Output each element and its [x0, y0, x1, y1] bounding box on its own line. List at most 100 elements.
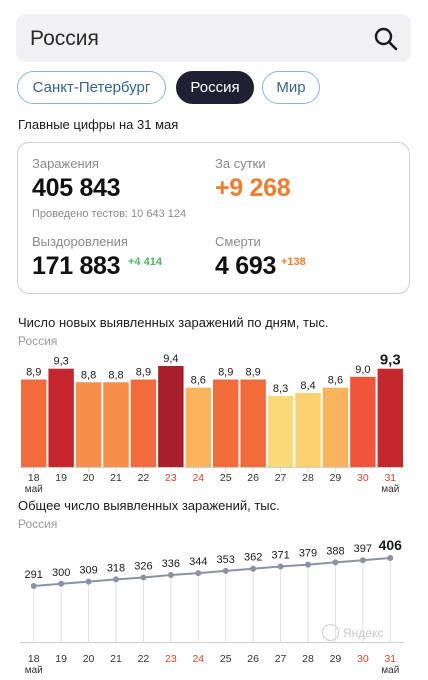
total-point-22 — [140, 574, 147, 581]
total-x-label-19: 19 — [55, 653, 67, 665]
total-point-label-25: 353 — [217, 554, 235, 566]
daily-bar-chart: 8,918май9,3198,8208,8218,9229,4238,6248,… — [20, 352, 404, 495]
daily-x-label-20: 20 — [83, 472, 95, 484]
daily-x-label-28: 28 — [302, 472, 314, 484]
daily-bar-21 — [103, 382, 129, 467]
daily-bar-label-26: 8,9 — [245, 367, 260, 379]
daily-bar-label-19: 9,3 — [53, 356, 68, 368]
total-point-30 — [359, 557, 366, 564]
daily-bar-28 — [295, 393, 321, 467]
daily-bar-19 — [48, 368, 74, 467]
total-x-label-27: 27 — [275, 653, 287, 665]
total-point-label-23: 336 — [162, 558, 180, 570]
total-chart-subtitle: Россия — [18, 517, 58, 531]
daily-x-label-31: 31 — [384, 472, 396, 484]
total-point-23 — [167, 572, 174, 579]
daily-bar-20 — [75, 382, 102, 467]
total-point-label-18: 291 — [25, 569, 43, 581]
total-x-label-18: 18 — [28, 653, 40, 665]
yandex-logo-icon — [322, 624, 339, 641]
total-point-20 — [85, 578, 92, 585]
infected-value: 405 843 — [32, 174, 121, 202]
total-x-label-29: 29 — [330, 653, 342, 665]
daily-x-label-27: 27 — [275, 472, 287, 484]
daily-bar-24 — [185, 387, 211, 467]
summary-title: Главные цифры на 31 мая — [18, 117, 179, 132]
daily-bar-30 — [350, 376, 376, 467]
total-point-28 — [305, 561, 311, 568]
total-x-label-25: 25 — [220, 653, 232, 665]
total-point-29 — [332, 559, 339, 566]
daily-bar-label-21: 8,8 — [108, 369, 123, 381]
recovered-label: Выздоровления — [32, 234, 128, 249]
daily-bar-label-20: 8,8 — [81, 369, 96, 381]
total-x-label-31: 31 — [384, 653, 396, 665]
tab-world[interactable]: Мир — [262, 71, 320, 104]
daily-x-label-30: 30 — [357, 472, 369, 484]
tab-saint-petersburg[interactable]: Санкт-Петербург — [17, 71, 166, 104]
daily-bar-label-25: 8,9 — [218, 367, 233, 379]
search-icon[interactable] — [373, 26, 399, 52]
total-x-month-31: май — [381, 665, 399, 676]
total-x-label-23: 23 — [165, 653, 177, 665]
daily-bar-23 — [158, 366, 184, 467]
total-point-label-29: 388 — [326, 545, 344, 557]
daily-chart-title: Число новых выявленных заражений по дням… — [18, 315, 329, 330]
daily-x-label-29: 29 — [330, 472, 342, 484]
daily-bar-18 — [21, 379, 47, 467]
daily-bar-label-30: 9,0 — [355, 364, 370, 376]
daily-bar-label-28: 8,4 — [300, 380, 315, 392]
recovered-delta: +4 414 — [128, 256, 162, 268]
deaths-value: 4 693 — [215, 252, 277, 280]
total-point-label-21: 318 — [107, 562, 125, 574]
daily-x-month-18: май — [25, 484, 43, 495]
tab-russia[interactable]: Россия — [176, 71, 254, 104]
total-x-label-24: 24 — [192, 653, 204, 665]
daily-x-label-21: 21 — [110, 472, 122, 484]
search-input[interactable]: Россия — [30, 27, 99, 50]
daily-bar-31 — [377, 368, 403, 467]
daily-bar-26 — [240, 379, 266, 467]
total-point-label-28: 379 — [299, 548, 317, 560]
total-point-27 — [277, 563, 284, 570]
daily-x-label-23: 23 — [165, 472, 177, 484]
total-point-label-30: 397 — [354, 543, 372, 555]
daily-x-label-25: 25 — [220, 472, 232, 484]
daily-bar-label-18: 8,9 — [26, 367, 41, 379]
total-point-18 — [30, 583, 37, 589]
daily-bar-29 — [322, 387, 349, 467]
total-point-25 — [222, 567, 229, 574]
total-x-label-30: 30 — [357, 653, 369, 665]
total-x-label-28: 28 — [302, 653, 314, 665]
daily-bar-label-24: 8,6 — [191, 375, 206, 387]
daily-bar-label-23: 9,4 — [163, 353, 178, 365]
total-point-label-19: 300 — [52, 567, 70, 579]
daily-bar-25 — [213, 379, 239, 467]
daily-chart-subtitle: Россия — [18, 334, 58, 348]
search-bar[interactable]: Россия — [16, 14, 411, 62]
daily-bar-label-31: 9,3 — [380, 352, 401, 369]
watermark-text: Яндекс — [343, 625, 384, 640]
daily-bar-label-27: 8,3 — [273, 383, 288, 395]
deaths-label: Смерти — [215, 234, 261, 249]
daily-x-label-26: 26 — [247, 472, 259, 484]
total-x-label-21: 21 — [110, 653, 122, 665]
total-point-label-24: 344 — [189, 556, 207, 568]
total-point-label-20: 309 — [79, 565, 97, 577]
total-line-chart: 29118май30019309203182132622336233442435… — [20, 537, 404, 676]
daily-bar-22 — [130, 379, 157, 467]
daily-value: +9 268 — [215, 174, 291, 202]
daily-x-label-24: 24 — [192, 472, 204, 484]
daily-x-label-18: 18 — [28, 472, 40, 484]
summary-card: Заражения 405 843 Проведено тестов: 10 6… — [17, 142, 410, 294]
total-x-label-26: 26 — [247, 653, 259, 665]
total-point-label-26: 362 — [244, 552, 262, 564]
recovered-value: 171 883 — [32, 252, 121, 280]
daily-bar-label-29: 8,6 — [328, 375, 343, 387]
total-point-31 — [387, 555, 394, 561]
total-x-label-22: 22 — [138, 653, 150, 665]
infected-label: Заражения — [32, 156, 99, 171]
total-point-label-31: 406 — [379, 537, 403, 553]
total-point-26 — [250, 565, 257, 572]
daily-x-label-22: 22 — [138, 472, 150, 484]
